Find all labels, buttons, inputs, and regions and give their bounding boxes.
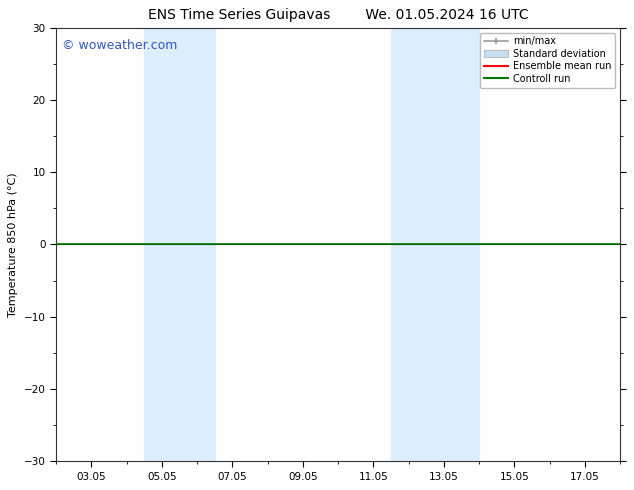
Legend: min/max, Standard deviation, Ensemble mean run, Controll run: min/max, Standard deviation, Ensemble me…: [480, 32, 615, 88]
Y-axis label: Temperature 850 hPa (°C): Temperature 850 hPa (°C): [8, 172, 18, 317]
Bar: [145, 27, 215, 461]
Title: ENS Time Series Guipavas        We. 01.05.2024 16 UTC: ENS Time Series Guipavas We. 01.05.2024 …: [148, 8, 529, 23]
Bar: [391, 27, 479, 461]
Text: © woweather.com: © woweather.com: [62, 39, 177, 51]
